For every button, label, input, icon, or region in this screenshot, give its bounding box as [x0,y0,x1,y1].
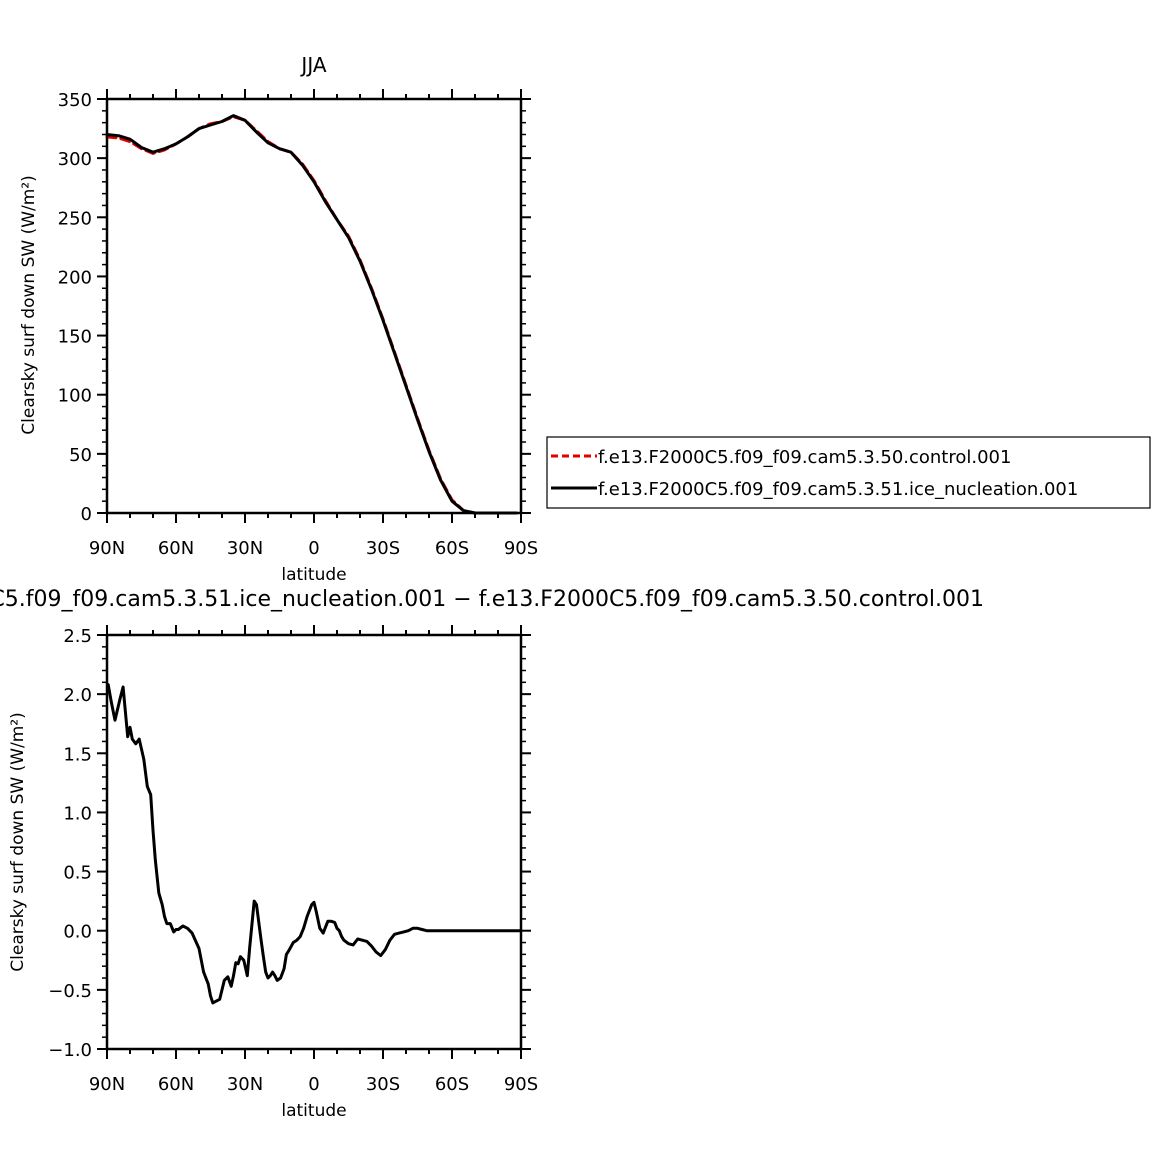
top-plot-frame [105,97,523,515]
bottom-x-tick-label: 90S [504,1074,538,1095]
bottom-plot-frame [105,633,523,1051]
top-x-tick-label: 60N [158,538,194,559]
bottom-y-tick-label: 1.0 [63,803,92,824]
bottom-x-tick-label: 30N [227,1074,263,1095]
bottom-y-tick-label: 2.5 [63,626,92,647]
bottom-y-tick-label: 0.0 [63,922,92,943]
top-x-tick-label: 60S [435,538,469,559]
top-y-tick-label: 0 [81,504,92,525]
bottom-y-tick-label: 0.5 [63,863,92,884]
bottom-y-axis-label: Clearsky surf down SW (W/m²) [8,712,28,971]
top-x-tick-label: 90S [504,538,538,559]
legend: f.e13.F2000C5.f09_f09.cam5.3.50.control.… [546,436,1151,509]
bottom-y-tick-label: 1.5 [63,744,92,765]
bottom-x-axis-label: latitude [281,1101,346,1121]
top-y-tick-label: 300 [58,149,92,170]
bottom-x-tick-label: 90N [89,1074,125,1095]
top-y-tick-label: 350 [58,90,92,111]
top-y-tick-label: 50 [69,445,92,466]
top-x-tick-label: 90N [89,538,125,559]
bottom-chart-title: f.e13.F2000C5.f09_f09.cam5.3.51.ice_nucl… [0,587,984,612]
bottom-x-tick-label: 30S [366,1074,400,1095]
legend-box [546,436,1151,509]
bottom-y-tick-label: −1.0 [48,1040,92,1061]
bottom-y-tick-label: −0.5 [48,981,92,1002]
top-x-tick-label: 30S [366,538,400,559]
top-y-tick-label: 100 [58,386,92,407]
bottom-x-tick-label: 0 [308,1074,319,1095]
top-x-tick-label: 30N [227,538,263,559]
top-y-tick-labels: 0 50 100 150 200 250 300 350 [58,90,92,525]
top-y-tick-label: 150 [58,327,92,348]
top-plot-area [97,89,531,523]
bottom-x-tick-label: 60S [435,1074,469,1095]
bottom-series-line-0 [106,683,523,1005]
bottom-y-tick-label: 2.0 [63,685,92,706]
top-y-axis-label: Clearsky surf down SW (W/m²) [19,175,39,434]
top-series-line-1 [105,114,518,515]
top-x-tick-labels: 90N 60N 30N 0 30S 60S 90S [89,538,538,559]
bottom-plot-area [97,625,531,1059]
top-chart-title: JJA [299,53,326,77]
top-x-tick-label: 0 [308,538,319,559]
bottom-panel: f.e13.F2000C5.f09_f09.cam5.3.51.ice_nucl… [0,587,984,1121]
legend-label-control: f.e13.F2000C5.f09_f09.cam5.3.50.control.… [598,447,1011,468]
top-x-axis-label: latitude [281,565,346,585]
top-y-tick-label: 200 [58,267,92,288]
bottom-x-tick-labels: 90N 60N 30N 0 30S 60S 90S [89,1074,538,1095]
bottom-y-tick-labels: −1.0 −0.5 0.0 0.5 1.0 1.5 2.0 2.5 [48,626,92,1061]
top-panel: JJA 90N 60N 30N 0 30S 60S 90S 0 50 100 150 200 250 3… [19,53,538,585]
bottom-x-tick-label: 60N [158,1074,194,1095]
legend-label-ice-nucleation: f.e13.F2000C5.f09_f09.cam5.3.51.ice_nucl… [598,479,1078,500]
top-y-tick-label: 250 [58,208,92,229]
